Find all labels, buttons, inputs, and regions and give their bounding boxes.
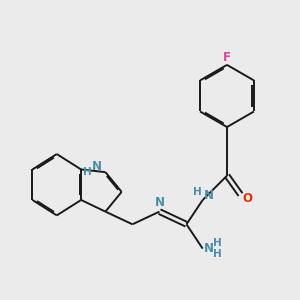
Text: O: O — [243, 192, 253, 205]
Text: N: N — [154, 196, 164, 209]
Text: H: H — [83, 167, 92, 177]
Text: N: N — [204, 242, 214, 255]
Text: H: H — [193, 187, 202, 197]
Text: N: N — [92, 160, 102, 173]
Text: F: F — [223, 51, 231, 64]
Text: H: H — [213, 238, 221, 248]
Text: N: N — [204, 189, 214, 202]
Text: H: H — [213, 249, 221, 259]
